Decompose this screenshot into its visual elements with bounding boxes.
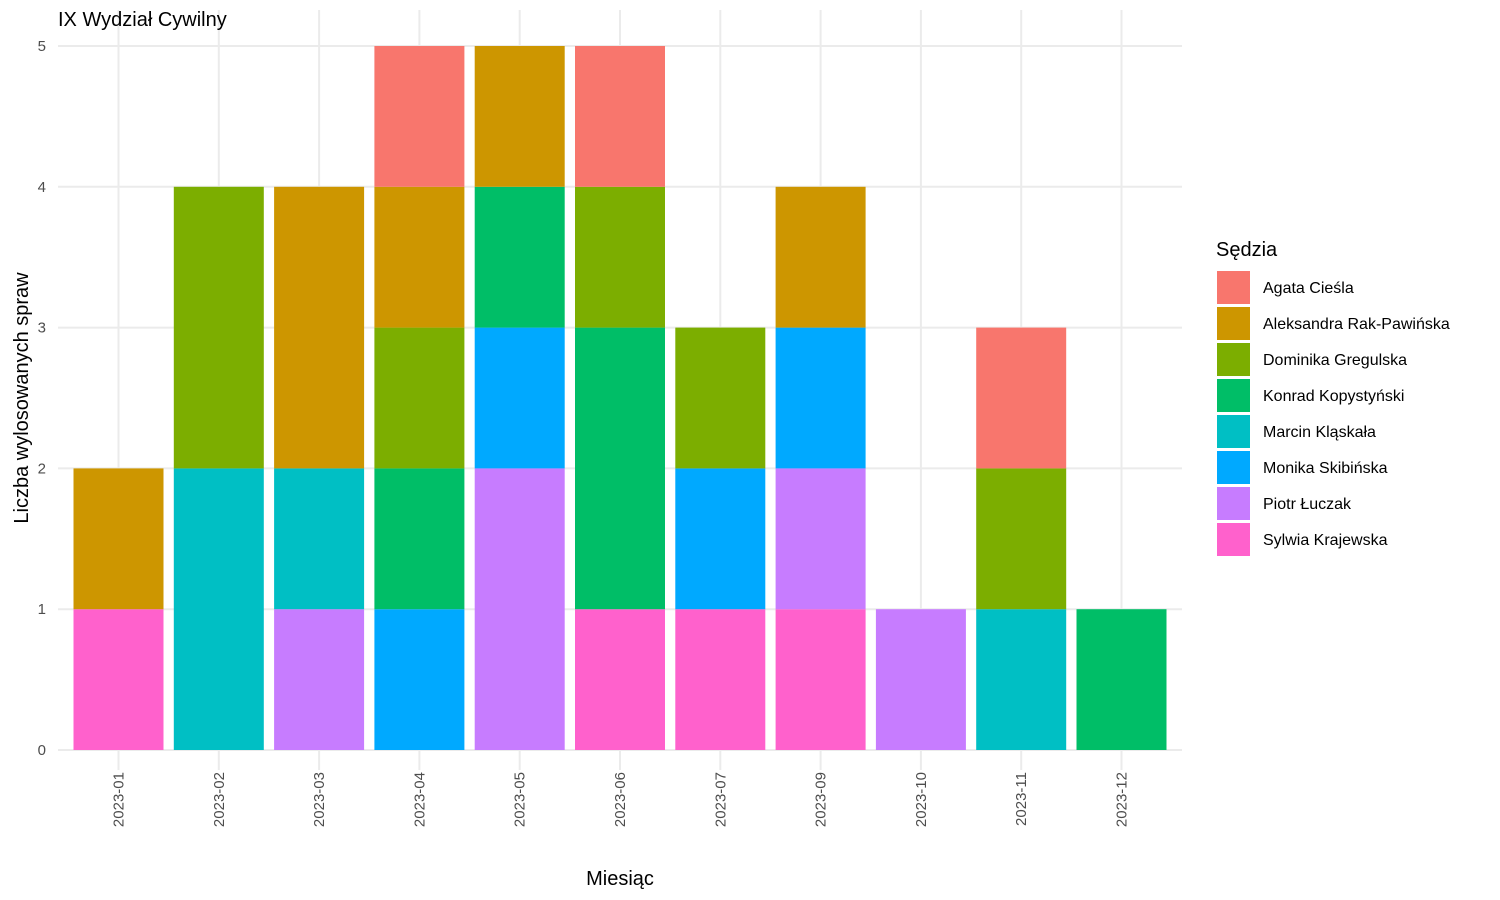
bar-segment (976, 327, 1067, 469)
x-tick-label: 2023-06 (612, 772, 629, 827)
bar-segment (775, 609, 866, 750)
legend-swatch (1217, 487, 1250, 520)
bar-segment (374, 609, 465, 750)
bar-segment (875, 609, 966, 750)
bar-segment (575, 46, 665, 187)
bar-segment (675, 609, 766, 750)
legend-label: Dominika Gregulska (1263, 352, 1407, 369)
bar-segment (73, 609, 164, 750)
bar-segment (976, 468, 1067, 610)
bar-segment (374, 46, 465, 187)
legend: Sędzia Agata Cieśla Aleksandra Rak-Pawińs… (1216, 239, 1450, 556)
bar-segment (173, 186, 264, 469)
legend-label: Konrad Kopystyński (1263, 388, 1404, 405)
bar-segment (374, 186, 465, 328)
legend-items: Agata Cieśla Aleksandra Rak-Pawińska Domin… (1217, 271, 1450, 556)
y-axis-title: Liczba wylosowanych spraw (11, 272, 33, 524)
legend-swatch (1217, 415, 1250, 448)
legend-label: Agata Cieśla (1263, 280, 1354, 297)
y-tick-label: 5 (38, 38, 46, 55)
legend-swatch (1217, 271, 1250, 304)
x-tick-label: 2023-03 (311, 772, 328, 827)
bar-segment (775, 186, 866, 328)
legend-title: Sędzia (1216, 239, 1278, 261)
x-axis-title: Miesiąc (586, 868, 654, 890)
x-tick-label: 2023-07 (712, 772, 729, 827)
x-tick-label: 2023-12 (1114, 772, 1131, 827)
bars-layer (73, 46, 1167, 750)
x-tick-label: 2023-11 (1013, 772, 1030, 826)
legend-label: Sylwia Krajewska (1263, 532, 1388, 549)
bar-segment (474, 186, 565, 328)
bar-segment (775, 327, 866, 469)
bar-segment (675, 468, 766, 610)
bar-segment (976, 609, 1067, 750)
legend-swatch (1217, 307, 1250, 340)
y-tick-label: 2 (38, 460, 46, 477)
bar-segment (374, 327, 465, 469)
bar-segment (474, 468, 565, 750)
x-tick-label: 2023-02 (211, 772, 228, 827)
legend-label: Monika Skibińska (1263, 460, 1388, 477)
chart-title: IX Wydział Cywilny (58, 9, 227, 31)
x-tick-label: 2023-04 (411, 772, 428, 827)
bar-segment (675, 327, 766, 469)
bar-segment (775, 468, 866, 610)
x-tick-label: 2023-10 (913, 772, 930, 827)
bar-segment (73, 468, 164, 610)
legend-swatch (1217, 523, 1250, 556)
y-tick-label: 0 (38, 742, 46, 759)
legend-label: Marcin Kląskała (1263, 424, 1376, 441)
bar-segment (274, 468, 365, 610)
bar-segment (173, 468, 264, 750)
x-axis-ticks: 2023-01 2023-02 2023-03 2023-04 2023-05 2023-… (111, 772, 1131, 827)
bar-segment (575, 327, 665, 610)
bar-segment (374, 468, 465, 610)
legend-label: Aleksandra Rak-Pawińska (1263, 316, 1450, 333)
x-tick-label: 2023-05 (512, 772, 529, 827)
legend-swatch (1217, 379, 1250, 412)
y-tick-label: 4 (38, 179, 46, 196)
bar-segment (274, 186, 365, 469)
bar-segment (1076, 609, 1167, 750)
legend-swatch (1217, 343, 1250, 376)
x-tick-label: 2023-09 (813, 772, 830, 827)
y-axis-ticks: 0 1 2 3 4 5 (38, 38, 46, 759)
y-tick-label: 3 (38, 320, 46, 337)
bar-segment (575, 186, 665, 328)
legend-swatch (1217, 451, 1250, 484)
bar-segment (474, 327, 565, 469)
x-tick-label: 2023-01 (111, 772, 128, 827)
legend-label: Piotr Łuczak (1263, 496, 1352, 513)
bar-segment (274, 609, 365, 750)
y-tick-label: 1 (38, 601, 46, 618)
bar-segment (575, 609, 665, 750)
bar-segment (474, 46, 565, 187)
